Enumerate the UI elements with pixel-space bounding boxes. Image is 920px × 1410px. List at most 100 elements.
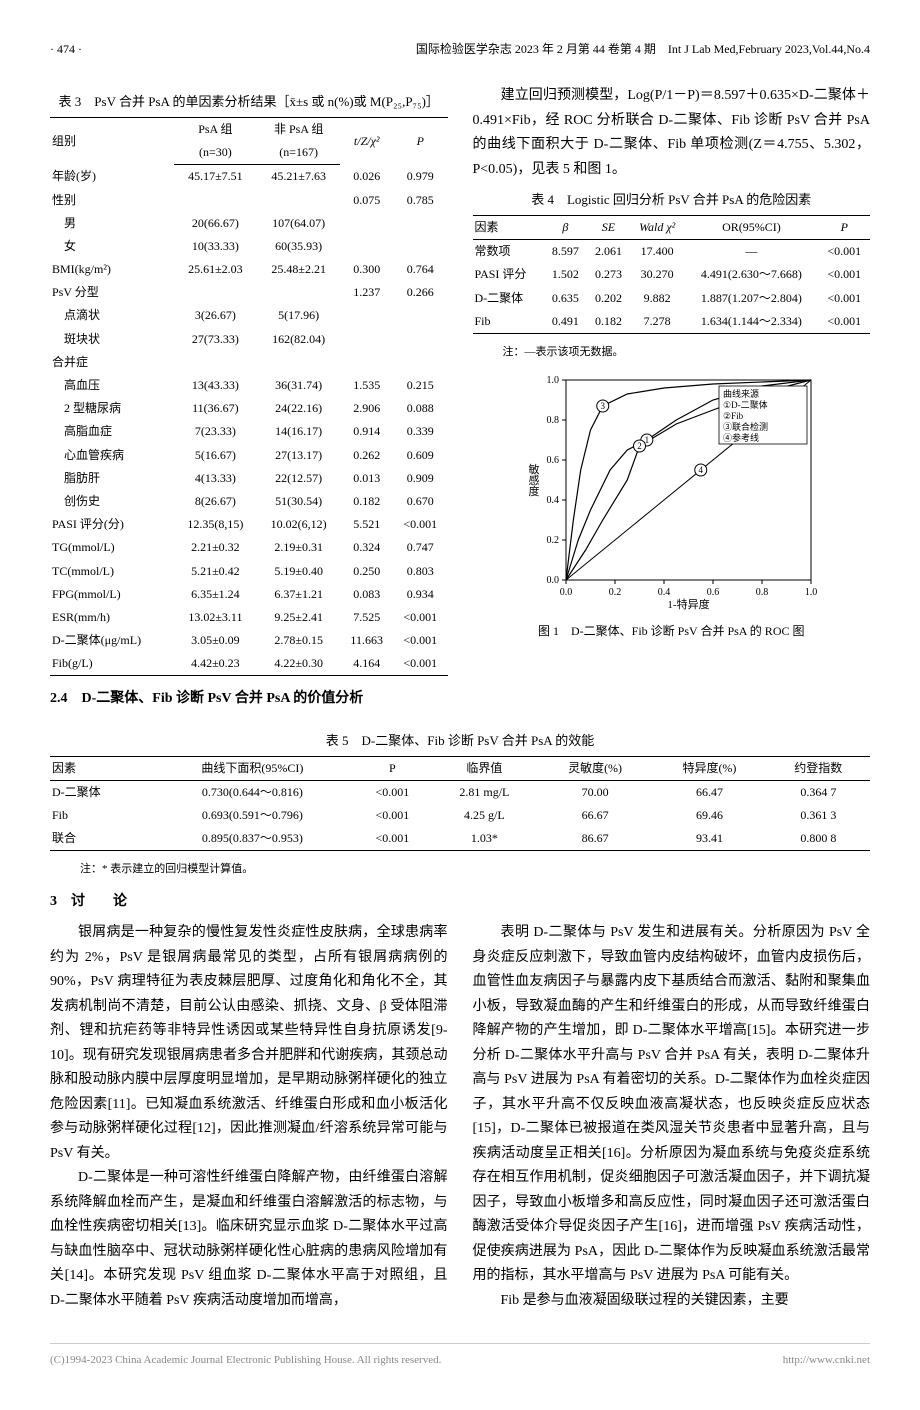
data-cell: 4.22±0.30	[257, 652, 340, 676]
table3-subheader: (n=167)	[257, 141, 340, 165]
data-cell: 0.934	[393, 583, 447, 606]
data-cell: 0.339	[393, 420, 447, 443]
data-cell: 17.400	[630, 240, 684, 264]
table5: 因素曲线下面积(95%CI)P临界值灵敏度(%)特异度(%)约登指数 D-二聚体…	[50, 756, 870, 852]
data-cell: 6.35±1.24	[174, 583, 257, 606]
svg-text:0.0: 0.0	[560, 587, 573, 598]
discussion-columns: 银屑病是一种复杂的慢性复发性炎症性皮肤病，全球患病率约为 2%，PsV 是银屑病…	[50, 921, 870, 1313]
page-header: · 474 · 国际检验医学杂志 2023 年 2 月第 44 卷第 4 期 I…	[50, 40, 870, 64]
data-cell: 0.273	[587, 263, 630, 286]
row-label-cell: D-二聚体(μg/mL)	[50, 629, 174, 652]
upper-columns: 表 3 PsV 合并 PsA 的单因素分析结果［x̄±s 或 n(%)或 M(P…	[50, 84, 870, 719]
data-cell: 30.270	[630, 263, 684, 286]
table-row: TC(mmol/L)5.21±0.425.19±0.400.2500.803	[50, 560, 448, 583]
data-cell: 0.266	[393, 281, 447, 304]
data-cell	[340, 235, 393, 258]
data-cell: 2.21±0.32	[174, 536, 257, 559]
table3-header: t/Z/χ²	[340, 117, 393, 164]
data-cell: 0.635	[544, 287, 587, 310]
table-row: 创伤史8(26.67)51(30.54)0.1820.670	[50, 490, 448, 513]
data-cell: 7.525	[340, 606, 393, 629]
table-row: 合并症	[50, 351, 448, 374]
data-cell	[174, 281, 257, 304]
data-cell: 70.00	[538, 780, 652, 804]
roc-chart: 0.00.20.40.60.81.00.00.20.40.60.81.01-特异…	[521, 370, 821, 610]
svg-text:0.2: 0.2	[609, 587, 622, 598]
page-footer: (C)1994-2023 China Academic Journal Elec…	[50, 1343, 870, 1370]
data-cell: <0.001	[819, 287, 870, 310]
row-label-cell: 性别	[50, 189, 174, 212]
table5-header: 临界值	[431, 756, 538, 780]
table4-header: 因素	[473, 215, 544, 239]
data-cell: 24(22.16)	[257, 397, 340, 420]
data-cell: 2.19±0.31	[257, 536, 340, 559]
data-cell: <0.001	[393, 606, 447, 629]
data-cell	[340, 351, 393, 374]
row-label-cell: 合并症	[50, 351, 174, 374]
data-cell: 0.182	[340, 490, 393, 513]
data-cell: Fib	[50, 804, 151, 827]
data-cell: 10(33.33)	[174, 235, 257, 258]
data-cell: 2.81 mg/L	[431, 780, 538, 804]
journal-info: 国际检验医学杂志 2023 年 2 月第 44 卷第 4 期 Int J Lab…	[416, 40, 870, 59]
data-cell: 27(13.17)	[257, 444, 340, 467]
svg-text:④参考线: ④参考线	[723, 432, 759, 443]
data-cell: 93.41	[652, 827, 766, 851]
row-label-cell: 2 型糖尿病	[50, 397, 174, 420]
data-cell	[174, 189, 257, 212]
table3-header: 非 PsA 组	[257, 117, 340, 141]
data-cell: 0.803	[393, 560, 447, 583]
data-cell: <0.001	[354, 780, 431, 804]
regression-intro: 建立回归预测模型，Log(P/1－P)＝8.597＋0.635×D-二聚体＋0.…	[473, 84, 871, 182]
data-cell: 66.67	[538, 804, 652, 827]
table-row: PASI 评分(分)12.35(8,15)10.02(6,12)5.521<0.…	[50, 513, 448, 536]
row-label-cell: FPG(mmol/L)	[50, 583, 174, 606]
data-cell: 86.67	[538, 827, 652, 851]
svg-text:1-特异度: 1-特异度	[668, 597, 710, 610]
table3-header: PsA 组	[174, 117, 257, 141]
body-paragraph: D-二聚体是一种可溶性纤维蛋白降解产物，由纤维蛋白溶解系统降解血栓而产生，是凝血…	[50, 1166, 448, 1313]
left-column-upper: 表 3 PsV 合并 PsA 的单因素分析结果［x̄±s 或 n(%)或 M(P…	[50, 84, 448, 719]
table-row: FPG(mmol/L)6.35±1.246.37±1.210.0830.934	[50, 583, 448, 606]
svg-text:②Fib: ②Fib	[723, 411, 744, 421]
svg-text:0.4: 0.4	[547, 495, 560, 506]
data-cell: <0.001	[354, 804, 431, 827]
svg-text:1.0: 1.0	[805, 587, 818, 598]
discussion-left: 银屑病是一种复杂的慢性复发性炎症性皮肤病，全球患病率约为 2%，PsV 是银屑病…	[50, 921, 448, 1313]
data-cell: 60(35.93)	[257, 235, 340, 258]
figure-1: 0.00.20.40.60.81.00.00.20.40.60.81.01-特异…	[473, 370, 871, 642]
data-cell: 0.250	[340, 560, 393, 583]
data-cell	[340, 304, 393, 327]
row-label-cell: 脂肪肝	[50, 467, 174, 490]
table-row: 性别0.0750.785	[50, 189, 448, 212]
table4-header: P	[819, 215, 870, 239]
body-paragraph: 银屑病是一种复杂的慢性复发性炎症性皮肤病，全球患病率约为 2%，PsV 是银屑病…	[50, 921, 448, 1166]
data-cell: 11(36.67)	[174, 397, 257, 420]
data-cell: 69.46	[652, 804, 766, 827]
data-cell: <0.001	[819, 310, 870, 334]
table4-header: β	[544, 215, 587, 239]
svg-text:4: 4	[699, 465, 704, 475]
data-cell: 51(30.54)	[257, 490, 340, 513]
svg-text:①D-二聚体: ①D-二聚体	[723, 399, 768, 410]
table-row: 脂肪肝4(13.33)22(12.57)0.0130.909	[50, 467, 448, 490]
svg-text:3: 3	[601, 401, 606, 411]
data-cell: D-二聚体	[473, 287, 544, 310]
data-cell: 5(17.96)	[257, 304, 340, 327]
table3-header: P	[393, 117, 447, 164]
table-row: 斑块状27(73.33)162(82.04)	[50, 328, 448, 351]
data-cell: 162(82.04)	[257, 328, 340, 351]
table5-header: P	[354, 756, 431, 780]
data-cell: 12.35(8,15)	[174, 513, 257, 536]
table-row: 高脂血症7(23.33)14(16.17)0.9140.339	[50, 420, 448, 443]
table3-header: 组别	[50, 117, 174, 164]
row-label-cell: ESR(mm/h)	[50, 606, 174, 629]
data-cell: D-二聚体	[50, 780, 151, 804]
data-cell: 0.026	[340, 165, 393, 189]
data-cell	[174, 351, 257, 374]
right-column-upper: 建立回归预测模型，Log(P/1－P)＝8.597＋0.635×D-二聚体＋0.…	[473, 84, 871, 719]
row-label-cell: BMI(kg/m²)	[50, 258, 174, 281]
data-cell: 9.25±2.41	[257, 606, 340, 629]
data-cell	[393, 304, 447, 327]
data-cell: 36(31.74)	[257, 374, 340, 397]
